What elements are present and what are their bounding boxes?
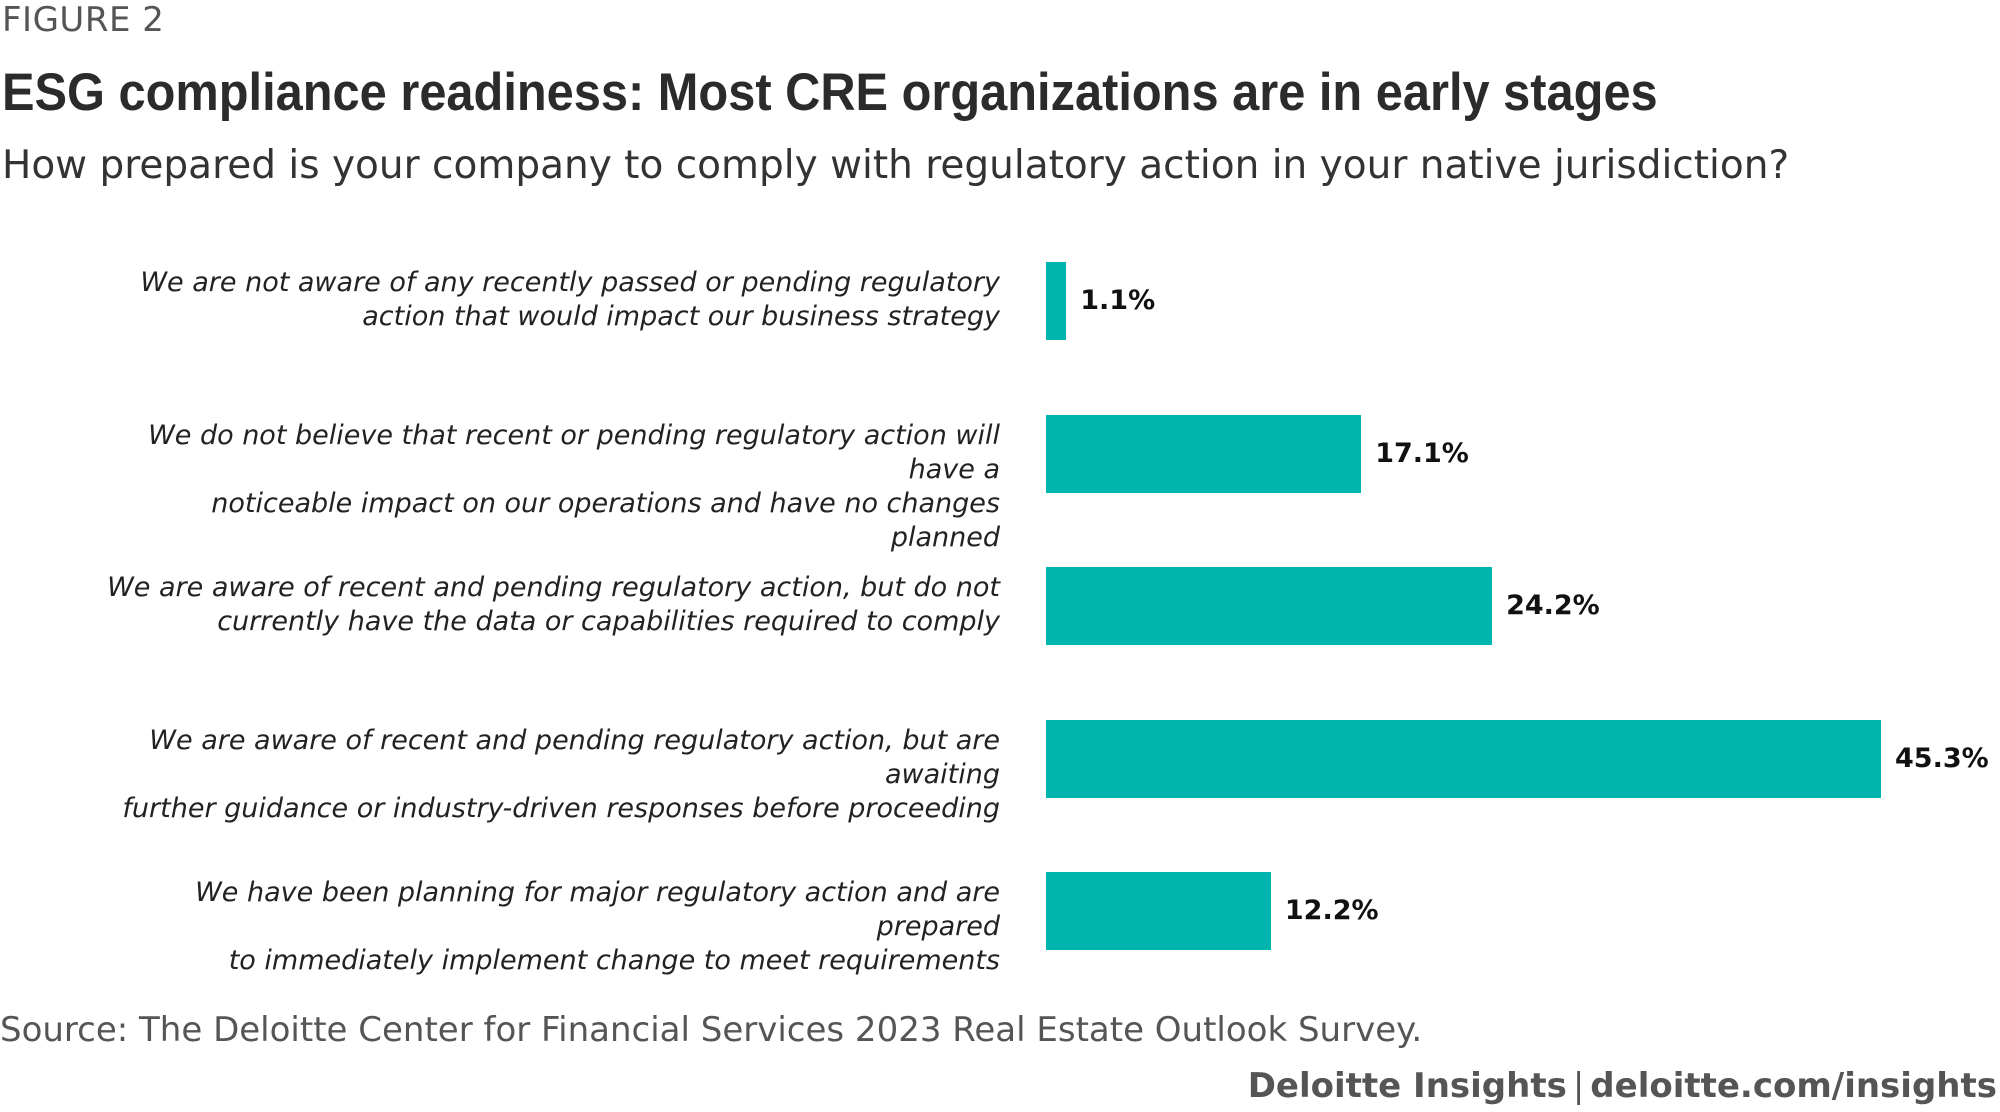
value-label: 24.2%: [1506, 590, 1600, 621]
chart-subtitle: How prepared is your company to comply w…: [2, 143, 1790, 188]
value-label: 45.3%: [1895, 742, 1989, 774]
category-label: We are aware of recent and pending regul…: [100, 724, 1000, 826]
value-label: 12.2%: [1284, 895, 1379, 926]
bar: [1046, 414, 1362, 493]
category-label: We are aware of recent and pending regul…: [100, 571, 1000, 639]
value-label: 1.1%: [1080, 285, 1156, 316]
category-label-line: to immediately implement change to meet …: [228, 945, 1000, 976]
category-label-line: action that would impact our business st…: [362, 301, 1000, 332]
source-note: Source: The Deloitte Center for Financia…: [0, 1010, 1423, 1050]
category-label-line: currently have the data or capabilities …: [217, 606, 1000, 637]
category-label-line: We are not aware of any recently passed …: [140, 267, 1000, 298]
chart-title: ESG compliance readiness: Most CRE organ…: [2, 63, 1658, 122]
credit-brand: Deloitte Insights: [1247, 1066, 1567, 1106]
bar: [1046, 262, 1067, 340]
category-label-line: We do not believe that recent or pending…: [148, 419, 1000, 485]
category-label-line: further guidance or industry-driven resp…: [122, 792, 1000, 824]
bar: [1046, 567, 1493, 645]
category-label: We are not aware of any recently passed …: [100, 266, 1000, 334]
category-label-line: We are aware of recent and pending regul…: [149, 724, 1000, 790]
bar: [1046, 719, 1881, 798]
category-label: We have been planning for major regulato…: [100, 876, 1000, 978]
credit-separator: |: [1572, 1066, 1585, 1106]
bar: [1046, 872, 1271, 950]
category-label-line: We are aware of recent and pending regul…: [107, 572, 1000, 603]
category-label: We do not believe that recent or pending…: [100, 419, 1000, 555]
bar-chart: We are not aware of any recently passed …: [0, 240, 2000, 976]
figure-label: FIGURE 2: [2, 0, 165, 40]
credit-line: Deloitte Insights | deloitte.com/insights: [1248, 1066, 1997, 1106]
credit-url: deloitte.com/insights: [1590, 1066, 1997, 1106]
category-label-line: noticeable impact on our operations and …: [211, 487, 1000, 553]
value-label: 17.1%: [1375, 437, 1469, 469]
category-label-line: We have been planning for major regulato…: [195, 877, 1000, 942]
